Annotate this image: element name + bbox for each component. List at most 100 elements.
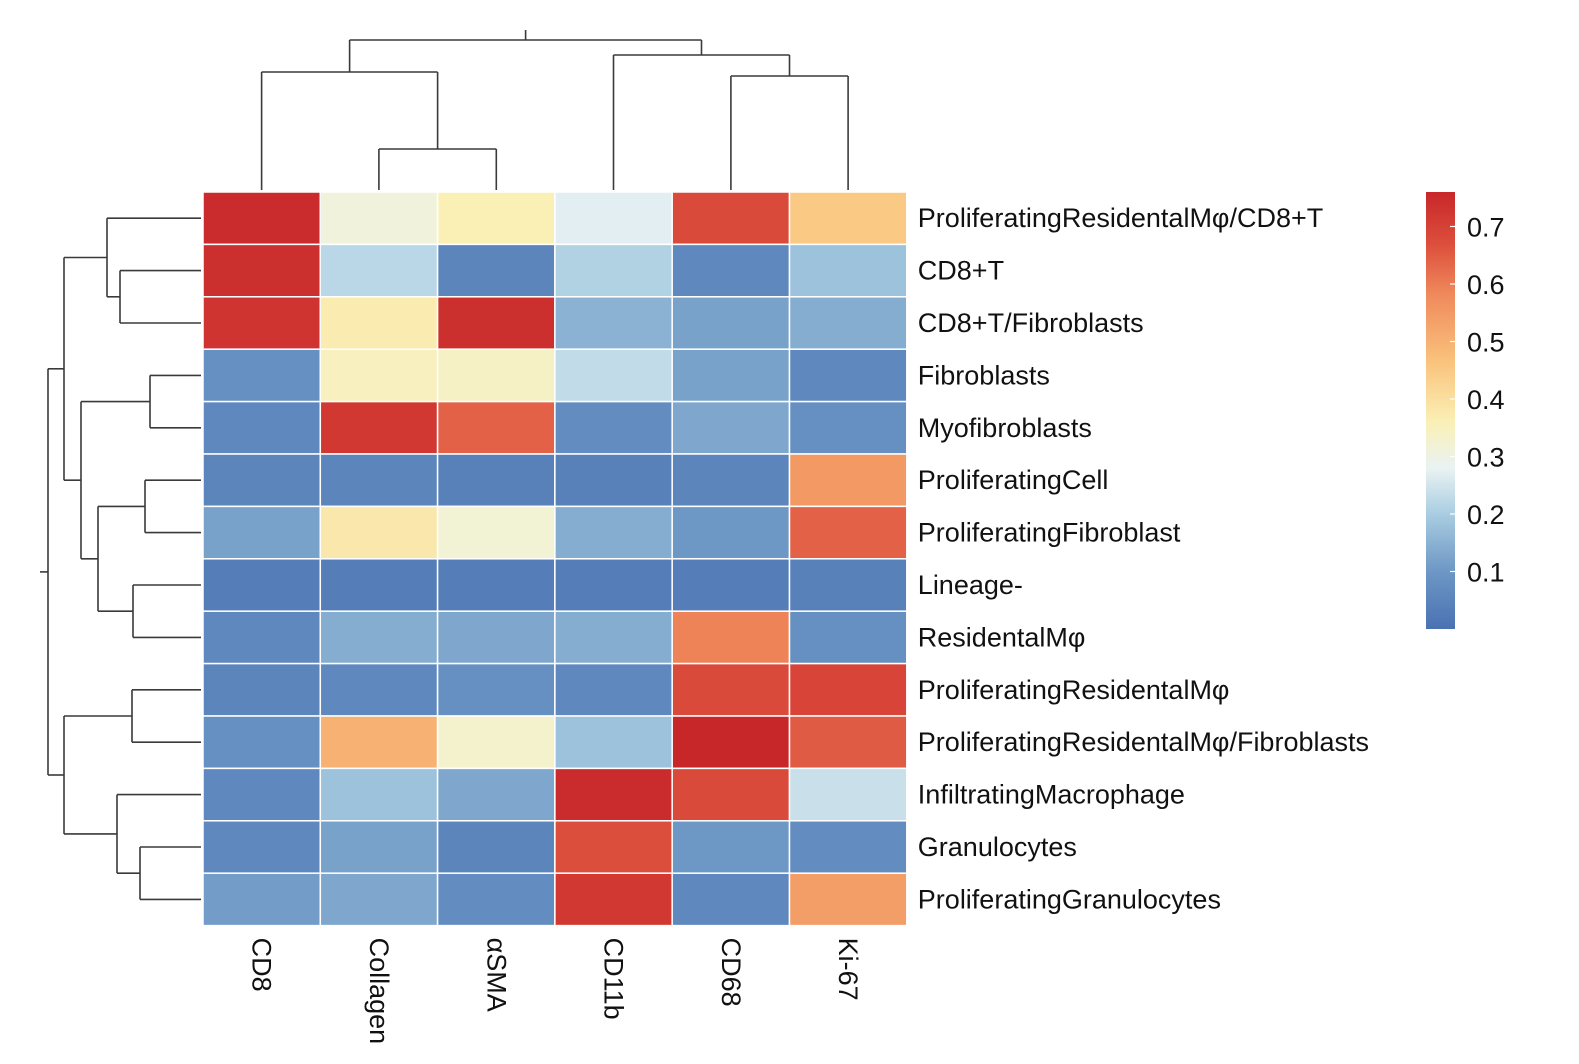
heatmap-cell: [554, 400, 673, 455]
heatmap-cell: [788, 453, 908, 508]
column-label: αSMA: [481, 938, 511, 1012]
column-labels: CD8 Collagen αSMA CD11b CD68 Ki-67: [247, 938, 863, 1045]
heatmap-cell: [554, 191, 673, 246]
heatmap-cell: [436, 820, 556, 874]
heatmap-cell: [554, 820, 673, 874]
row-label: ProliferatingResidentalMφ/CD8+T: [918, 203, 1323, 233]
heatmap-cell: [436, 662, 556, 717]
heatmap-cell: [436, 505, 556, 560]
heatmap-cell: [788, 662, 908, 717]
heatmap-cell: [436, 243, 556, 298]
heatmap-cell: [319, 400, 439, 455]
row-label: Lineage-: [918, 570, 1023, 600]
heatmap-cell: [436, 296, 556, 350]
heatmap-cell: [671, 400, 791, 455]
heatmap-cell: [671, 610, 791, 665]
heatmap-cell: [671, 662, 791, 717]
heatmap-cell: [788, 715, 908, 770]
row-label: Granulocytes: [918, 832, 1077, 862]
row-label: ProliferatingGranulocytes: [918, 884, 1221, 914]
heatmap-cell: [436, 610, 556, 665]
heatmap-cell: [671, 296, 791, 350]
heatmap-cell: [436, 872, 556, 927]
heatmap-cell: [319, 453, 439, 508]
heatmap-cell: [554, 610, 673, 665]
heatmap-cell: [671, 820, 791, 874]
heatmap-cell: [788, 296, 908, 350]
row-label: ProliferatingFibroblast: [918, 518, 1181, 548]
heatmap-cells: [202, 191, 908, 927]
row-label: CD8+T: [918, 256, 1004, 286]
heatmap-cell: [788, 191, 908, 246]
heatmap-cell: [202, 243, 322, 298]
heatmap-cell: [788, 558, 908, 612]
heatmap-cell: [554, 662, 673, 717]
heatmap-cell: [202, 505, 322, 560]
row-label: Myofibroblasts: [918, 413, 1092, 443]
heatmap-cell: [554, 243, 673, 298]
heatmap-cell: [202, 296, 322, 350]
heatmap-cell: [202, 872, 322, 927]
colorbar: 0.1 0.2 0.3 0.4 0.5 0.6 0.7: [1426, 192, 1505, 629]
heatmap-cell: [202, 348, 322, 403]
heatmap-cell: [436, 715, 556, 770]
row-label: ResidentalMφ: [918, 622, 1086, 652]
heatmap-cell: [554, 505, 673, 560]
heatmap-cell: [202, 715, 322, 770]
colorbar-tick-label: 0.4: [1467, 385, 1505, 415]
colorbar-tick-label: 0.7: [1467, 213, 1505, 243]
colorbar-tick-label: 0.1: [1467, 558, 1505, 588]
column-label: CD68: [716, 938, 746, 1007]
heatmap-cell: [202, 191, 322, 246]
heatmap-cell: [671, 191, 791, 246]
heatmap-cell: [319, 296, 439, 350]
row-label: ProliferatingCell: [918, 465, 1109, 495]
heatmap-cell: [554, 872, 673, 927]
heatmap-cell: [788, 767, 908, 822]
heatmap-cell: [319, 872, 439, 927]
heatmap-cell: [436, 767, 556, 822]
heatmap-cell: [202, 400, 322, 455]
heatmap-cell: [554, 453, 673, 508]
heatmap-cell: [202, 453, 322, 508]
heatmap-cell: [671, 767, 791, 822]
column-label: CD8: [247, 938, 277, 992]
heatmap-cell: [319, 243, 439, 298]
heatmap-cell: [436, 400, 556, 455]
column-dendrogram: [260, 30, 849, 190]
heatmap-cell: [319, 662, 439, 717]
heatmap-cell: [554, 715, 673, 770]
heatmap-cell: [436, 348, 556, 403]
heatmap-cell: [554, 767, 673, 822]
heatmap-cell: [554, 296, 673, 350]
colorbar-tick-label: 0.6: [1467, 270, 1505, 300]
column-label: Collagen: [364, 938, 394, 1045]
heatmap-cell: [671, 715, 791, 770]
heatmap-cell: [788, 820, 908, 874]
heatmap-cell: [319, 715, 439, 770]
heatmap-cell: [671, 348, 791, 403]
row-label: Fibroblasts: [918, 360, 1050, 390]
heatmap-cell: [319, 505, 439, 560]
colorbar-tick-label: 0.2: [1467, 500, 1505, 530]
heatmap-cell: [319, 820, 439, 874]
row-dendrogram: [40, 217, 201, 901]
row-label: CD8+T/Fibroblasts: [918, 308, 1144, 338]
heatmap-cell: [319, 348, 439, 403]
heatmap-cell: [671, 453, 791, 508]
heatmap-cell: [788, 400, 908, 455]
heatmap-cell: [788, 243, 908, 298]
colorbar-gradient: [1426, 192, 1455, 629]
heatmap-cell: [436, 453, 556, 508]
colorbar-tick-label: 0.5: [1467, 328, 1505, 358]
heatmap-cell: [319, 767, 439, 822]
heatmap-cell: [788, 348, 908, 403]
heatmap-cell: [554, 558, 673, 612]
heatmap-cell: [788, 872, 908, 927]
heatmap-cell: [671, 243, 791, 298]
heatmap-cell: [202, 610, 322, 665]
heatmap-cell: [436, 191, 556, 246]
heatmap-cell: [319, 610, 439, 665]
heatmap-cell: [202, 558, 322, 612]
